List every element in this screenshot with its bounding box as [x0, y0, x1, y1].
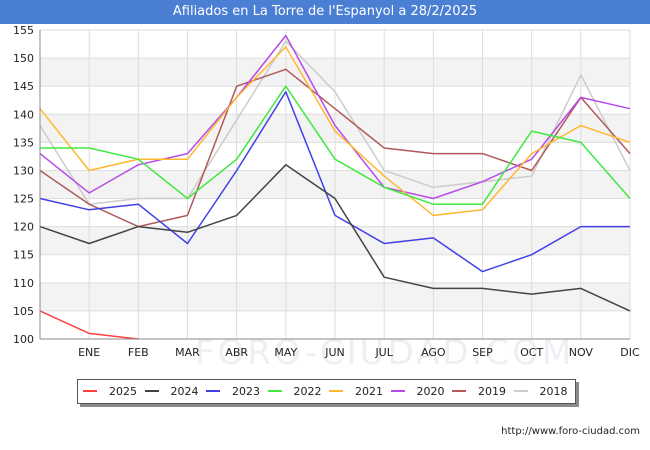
series-line-2023 — [39, 91, 630, 273]
legend-label: 2022 — [293, 385, 322, 398]
title-bar — [0, 0, 650, 24]
legend-item-2023: 2023 — [206, 380, 260, 403]
y-tick-label: 110 — [13, 277, 34, 290]
legend-item-2021: 2021 — [329, 380, 383, 403]
series-line-2022 — [40, 85, 631, 205]
legend-label: 2025 — [109, 385, 137, 398]
legend-label: 2018 — [539, 385, 568, 398]
y-tick-label: 145 — [13, 80, 34, 93]
legend-item-2018: 2018 — [513, 380, 568, 403]
y-tick-label: 155 — [13, 24, 34, 37]
legend-item-2022: 2022 — [267, 380, 322, 403]
x-tick-label: MAY — [274, 346, 297, 359]
legend-item-2019: 2019 — [452, 380, 506, 403]
source-url: http://www.foro-ciudad.com — [501, 426, 640, 437]
legend-label: 2021 — [355, 385, 383, 398]
legend-swatch — [144, 390, 159, 392]
chart-title: Afiliados en La Torre de l'Espanyol a 28… — [172, 4, 478, 19]
x-tick-label: SEP — [472, 346, 493, 359]
y-tick-label: 105 — [13, 305, 34, 318]
x-tick-label: DIC — [620, 346, 640, 359]
legend-label: 2024 — [170, 385, 199, 398]
series-line-2024 — [39, 164, 631, 312]
legend-item-2020: 2020 — [390, 380, 445, 403]
legend-swatch — [83, 390, 97, 392]
y-tick-label: 150 — [13, 52, 34, 65]
legend-swatch — [390, 390, 405, 392]
x-tick-label: JUL — [374, 346, 393, 359]
legend-swatch — [206, 390, 220, 392]
y-tick-label: 100 — [13, 333, 34, 346]
series-line-2020 — [39, 34, 631, 200]
x-tick-label: ABR — [225, 346, 248, 359]
x-tick-label: NOV — [569, 346, 594, 359]
legend-label: 2019 — [478, 385, 506, 398]
series-line-2018 — [39, 40, 631, 205]
legend-swatch — [267, 390, 282, 392]
legend-swatch — [329, 390, 343, 392]
x-tick-label: FEB — [128, 346, 149, 359]
legend-label: 2023 — [232, 385, 260, 398]
x-tick-label: JUN — [324, 346, 345, 359]
legend-label: 2020 — [416, 385, 445, 398]
x-tick-label: AGO — [421, 346, 446, 359]
y-tick-label: 140 — [13, 108, 34, 121]
legend-item-2025: 2025 — [83, 380, 137, 403]
legend-item-2024: 2024 — [144, 380, 199, 403]
y-tick-label: 135 — [13, 136, 34, 149]
legend-swatch — [452, 390, 466, 392]
x-tick-label: OCT — [520, 346, 543, 359]
legend: 2025 2024 2023 2022 2021 2020 2019 2018 — [77, 379, 576, 404]
legend-swatch — [513, 390, 528, 392]
y-tick-label: 125 — [13, 193, 34, 206]
x-tick-label: MAR — [175, 346, 200, 359]
y-tick-label: 130 — [13, 164, 34, 177]
x-tick-label: ENE — [78, 346, 100, 359]
y-tick-label: 120 — [13, 221, 34, 234]
y-tick-label: 115 — [13, 249, 34, 262]
watermark-text: FORO-CIUDAD.COM — [195, 333, 575, 373]
series-line-2025 — [39, 310, 139, 340]
